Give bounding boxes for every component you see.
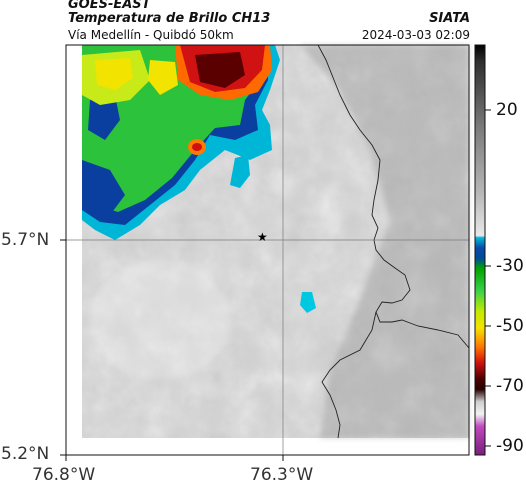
colorbar-label: -50 <box>496 316 524 336</box>
lon-tick-label: 76.8°W <box>32 465 96 485</box>
map-border <box>65 44 470 456</box>
timestamp-label: 2024-03-03 02:09 <box>361 28 470 42</box>
colorbar-label: -70 <box>496 376 524 396</box>
colorbar-label: 20 <box>496 100 518 120</box>
organization-label: SIATA <box>429 11 470 26</box>
product-title: Temperatura de Brillo CH13 <box>68 11 271 26</box>
cloud-bright-southwest <box>90 260 230 380</box>
colorbar-label: -30 <box>496 256 524 276</box>
cloud-shade-east <box>300 45 469 438</box>
lat-tick-label: 5.2°N <box>1 444 50 464</box>
boundary-line <box>317 44 470 349</box>
convective-cloud-system <box>82 45 280 240</box>
lat-tick-label: 5.7°N <box>1 230 50 250</box>
boundary-line-south <box>321 311 377 439</box>
colorbar <box>474 44 486 456</box>
colorbar-label: -90 <box>496 436 524 456</box>
location-marker: ★ <box>257 230 268 244</box>
lon-tick-label: 76.3°W <box>250 465 314 485</box>
region-subtitle: Vía Medellín - Quibdó 50km <box>68 28 234 42</box>
small-cold-cell <box>300 292 316 313</box>
satellite-title: GOES-EAST <box>68 0 151 12</box>
